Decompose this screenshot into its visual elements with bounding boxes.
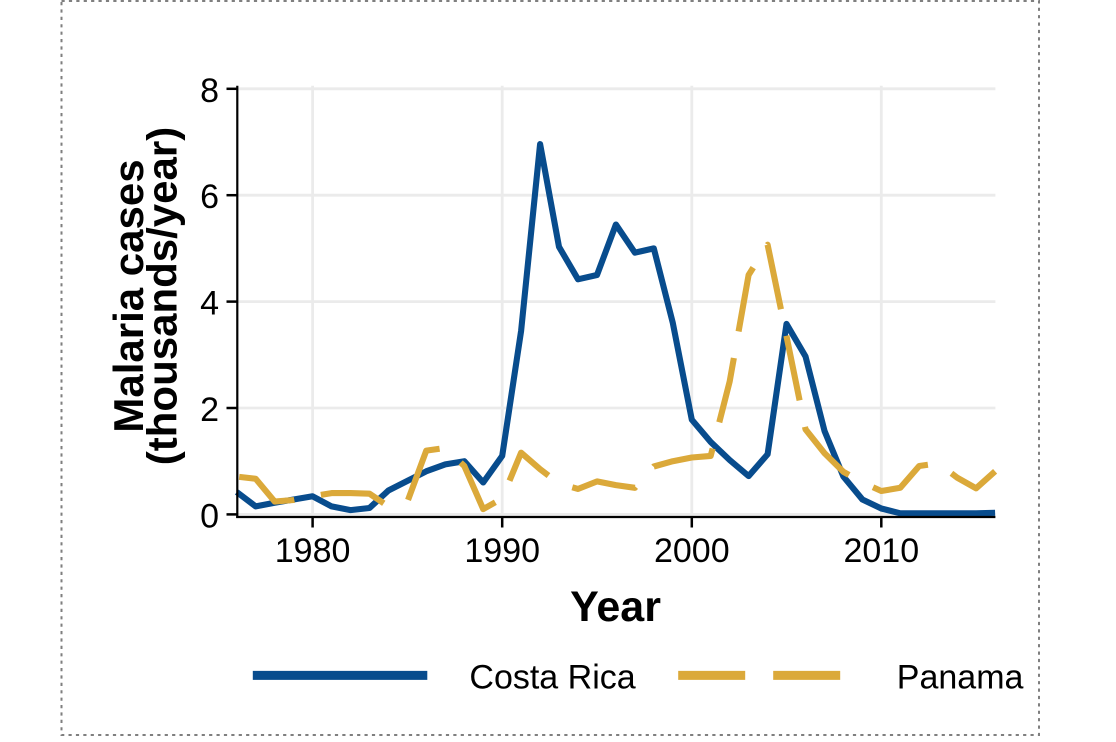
svg-text:1980: 1980 [275,532,351,570]
svg-text:2: 2 [200,391,219,429]
svg-text:Year: Year [570,583,661,631]
svg-text:1990: 1990 [464,532,540,570]
svg-text:6: 6 [200,178,219,216]
svg-text:(thousands/year): (thousands/year) [139,127,186,465]
svg-text:0: 0 [200,497,219,535]
svg-text:8: 8 [200,72,219,110]
svg-text:Panama: Panama [897,658,1024,696]
svg-text:Costa Rica: Costa Rica [469,658,635,696]
svg-text:4: 4 [200,285,219,323]
svg-text:2010: 2010 [843,532,919,570]
svg-text:2000: 2000 [654,532,730,570]
svg-text:Malaria cases: Malaria cases [105,159,152,432]
